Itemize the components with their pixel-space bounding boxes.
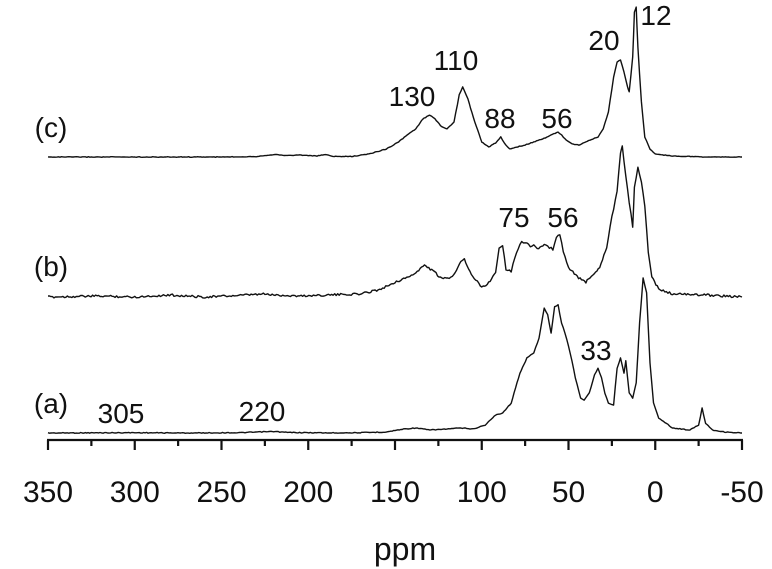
x-tick-label: 250	[196, 476, 246, 509]
peak-label-b-56: 56	[547, 202, 578, 233]
peak-label-c-12: 12	[640, 0, 671, 31]
peak-label-c-56: 56	[541, 103, 572, 134]
trace-label-a: (a)	[34, 388, 68, 419]
peak-label-a-305: 305	[98, 398, 145, 429]
spectrum-trace-a	[47, 277, 742, 434]
peak-label-c-88: 88	[484, 103, 515, 134]
trace-labels: (a) (b) (c)	[34, 112, 68, 419]
peak-label-b-75: 75	[498, 202, 529, 233]
spectrum-trace-b	[48, 145, 743, 299]
peak-label-c-130: 130	[389, 81, 436, 112]
trace-label-c: (c)	[35, 112, 68, 143]
x-axis-label: ppm	[374, 531, 436, 567]
x-tick-label: 200	[283, 476, 333, 509]
peak-label-a-220: 220	[239, 396, 286, 427]
peak-label-c-110: 110	[434, 45, 479, 76]
x-tick-label: 50	[552, 476, 585, 509]
x-tick-label: 150	[370, 476, 420, 509]
x-tick-label: 100	[457, 476, 507, 509]
spectrum-trace-c	[47, 6, 742, 158]
x-tick-label: 0	[647, 476, 664, 509]
x-tick-label: 350	[23, 476, 73, 509]
trace-label-b: (b)	[34, 251, 68, 282]
x-tick-label: 300	[110, 476, 160, 509]
x-tick-label: -50	[720, 476, 763, 509]
x-axis-ticks: 350 300 250 200 150 100 50 0 -50	[23, 440, 764, 509]
peak-label-a-33: 33	[580, 335, 611, 366]
spectra-traces	[47, 6, 743, 434]
peak-label-c-20: 20	[588, 25, 619, 56]
